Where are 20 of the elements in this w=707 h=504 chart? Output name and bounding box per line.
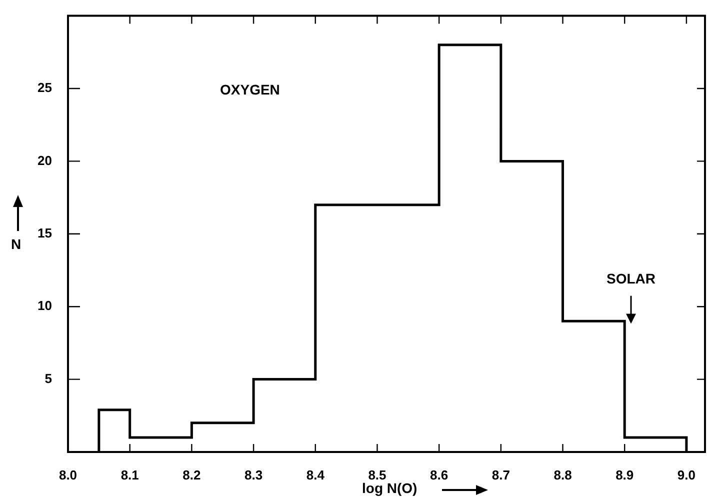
x-tick-label: 8.8 [554,467,572,482]
x-axis-title: log N(O) [362,480,418,496]
y-tick-label: 25 [38,80,52,96]
annotation: SOLAR [606,270,656,287]
x-tick-label: 9.0 [677,467,696,482]
x-tick-label: 8.6 [430,467,448,482]
x-tick-label: 8.0 [58,467,78,482]
x-tick-label: 8.3 [244,467,263,482]
y-axis-title: N [11,236,22,252]
annotation: OXYGEN [220,82,280,98]
x-tick-label: 8.2 [182,467,201,482]
x-tick-label: 8.9 [616,467,634,482]
y-tick-label: 10 [38,298,52,314]
y-tick-label: 5 [44,370,52,386]
y-tick-label: 20 [38,152,52,168]
x-tick-label: 8.1 [120,467,139,482]
x-tick-label: 8.4 [306,467,326,482]
y-tick-label: 15 [38,225,52,240]
x-tick-label: 8.5 [368,467,386,482]
x-tick-label: 8.7 [492,467,510,482]
